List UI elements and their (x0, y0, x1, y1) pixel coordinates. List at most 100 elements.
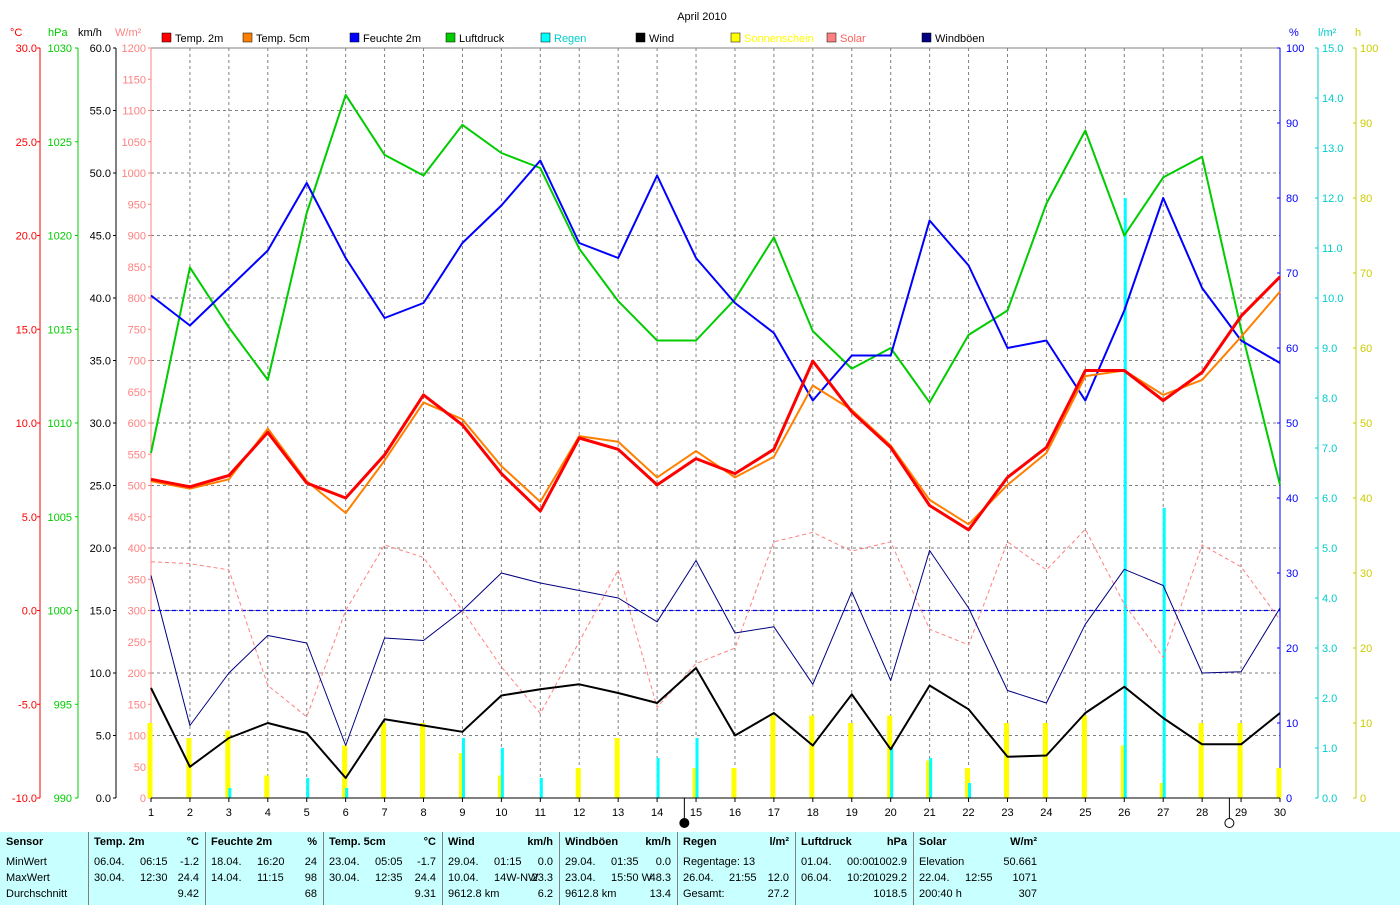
bar-series (147, 198, 1282, 798)
stats-row: MinWert (0, 854, 88, 870)
stats-row: 200:40 h 307 (913, 886, 1043, 902)
legend-swatch-5 (540, 32, 551, 43)
axis-tick-label-solar: 700 (128, 356, 146, 368)
axis-tick-label-temp: 15.0 (16, 324, 37, 336)
x-tick-label: 6 (343, 807, 349, 819)
stats-row: 1018.5 (795, 886, 913, 902)
chart-background (0, 0, 1400, 832)
rain-bar (461, 738, 465, 798)
legend-label-4: Luftdruck (459, 33, 505, 45)
axis-tick-label-wind: 10.0 (90, 668, 111, 680)
sunshine-bar (770, 715, 776, 798)
rain-bar (929, 758, 933, 798)
rain-bar (1162, 508, 1166, 798)
stats-header-label: Feuchte 2m (211, 836, 273, 848)
axis-tick-label-humidity: 10 (1286, 718, 1298, 730)
series-line-solar (150, 528, 1281, 718)
axis-tick-label-solar: 750 (128, 324, 146, 336)
axis-tick-label-sun: 60 (1360, 343, 1372, 355)
stats-cell: 6.2 (537, 888, 553, 900)
x-tick-label: 18 (807, 807, 819, 819)
stats-cell: 12.0 (767, 872, 789, 884)
rain-bar (1123, 198, 1127, 798)
stats-column-1: Sensor MinWert MaxWert Durchschnitt (0, 832, 89, 905)
axis-tick-label-humidity: 100 (1286, 43, 1304, 55)
stats-row: 9.42 (88, 886, 205, 902)
stats-cell: MinWert (6, 856, 47, 868)
x-tick-label: 4 (265, 807, 271, 819)
axis-tick-label-wind: 25.0 (90, 481, 111, 493)
axis-tick-label-humidity: 90 (1286, 118, 1298, 130)
stats-cell: 21:55 (729, 872, 757, 884)
axis-tick-label-wind: 55.0 (90, 106, 111, 118)
stats-cell: -1.7 (417, 856, 436, 868)
axis-tick-label-wind: 60.0 (90, 43, 111, 55)
sunshine-bar (264, 775, 270, 798)
stats-cell: 29.04. (448, 856, 479, 868)
stats-cell: 06:15 (140, 856, 168, 868)
axis-tick-label-rain: 6.0 (1322, 493, 1337, 505)
legend-swatch-8 (826, 32, 837, 43)
series-line-temp-2m (150, 275, 1282, 532)
stats-cell: 1071 (1012, 872, 1037, 884)
rain-bar (539, 778, 543, 798)
stats-cell: 48.3 (649, 872, 671, 884)
stats-header-row: Windböen km/h (559, 834, 677, 850)
axis-tick-label-pressure: 1005 (48, 512, 72, 524)
stats-column-9: Solar W/m² Elevation 50.661 22.04. 12:55 1071 2… (913, 832, 1043, 905)
axis-tick-label-pressure: 995 (54, 699, 72, 711)
x-tick-label: 11 (535, 807, 546, 819)
x-tick-label: 16 (729, 807, 741, 819)
stats-cell: 307 (1018, 888, 1037, 900)
stats-row: 9612.8 km 13.4 (559, 886, 677, 902)
rain-bar (228, 788, 232, 798)
stats-cell: 30.04. (329, 872, 360, 884)
stats-cell: 68 (304, 888, 317, 900)
legend-swatch-7 (730, 32, 741, 43)
axis-tick-label-temp: -10.0 (12, 793, 37, 805)
axis-tick-label-wind: 40.0 (90, 293, 111, 305)
axis-tick-label-rain: 8.0 (1322, 393, 1337, 405)
axis-tick-label-rain: 3.0 (1322, 643, 1337, 655)
stats-cell: 12:30 (140, 872, 168, 884)
stats-cell: 98 (304, 872, 317, 884)
stats-cell: Regentage: 13 (683, 856, 756, 868)
x-tick-label: 17 (768, 807, 780, 819)
axis-tick-label-wind: 20.0 (90, 543, 111, 555)
rain-bar (656, 758, 660, 798)
legend-label-3: Feuchte 2m (363, 33, 421, 45)
stats-cell: 14W-NW (494, 872, 539, 884)
stats-row: 30.04. 12:30 24.4 (88, 870, 205, 886)
axis-tick-label-rain: 4.0 (1322, 593, 1337, 605)
stats-header-row: Temp. 5cm °C (323, 834, 442, 850)
axis-tick-label-solar: 300 (128, 606, 146, 618)
x-tick-label: 5 (304, 807, 310, 819)
stats-row: 18.04. 16:20 24 (205, 854, 323, 870)
stats-column-2: Temp. 2m °C 06.04. 06:15 -1.2 30.04. 12:30 24.4… (88, 832, 206, 905)
stats-header-unit: °C (423, 836, 436, 848)
stats-cell: 06.04. (94, 856, 125, 868)
legend-swatch-3 (349, 32, 360, 43)
stats-cell: 1002.9 (873, 856, 907, 868)
stats-cell: 23.04. (329, 856, 360, 868)
stats-header-label: Temp. 2m (94, 836, 145, 848)
stats-column-5: Wind km/h 29.04. 01:15 0.0 10.04. 14W-NW 23.3 96… (442, 832, 560, 905)
unit-label-sun: h (1355, 27, 1361, 39)
axis-tick-label-solar: 650 (128, 387, 146, 399)
legend-label-5: Regen (554, 33, 586, 45)
unit-label-pressure: hPa (48, 27, 68, 39)
stats-cell: 9612.8 km (565, 888, 617, 900)
series-line-temp-5cm (150, 291, 1281, 526)
series-line-feuchte-2m (150, 159, 1281, 402)
series-line-luftdruck (150, 93, 1281, 486)
stats-row: 9612.8 km 6.2 (442, 886, 559, 902)
stats-cell: 9612.8 km (448, 888, 500, 900)
axis-tick-label-solar: 1200 (122, 43, 146, 55)
x-tick-label: 29 (1235, 807, 1247, 819)
sunshine-bar (1276, 768, 1282, 798)
x-tick-label: 3 (226, 807, 232, 819)
stats-header-unit: W/m² (1010, 836, 1037, 848)
axis-tick-label-solar: 950 (128, 199, 146, 211)
stats-row: 29.04. 01:15 0.0 (442, 854, 559, 870)
unit-label-wind: km/h (78, 27, 102, 39)
